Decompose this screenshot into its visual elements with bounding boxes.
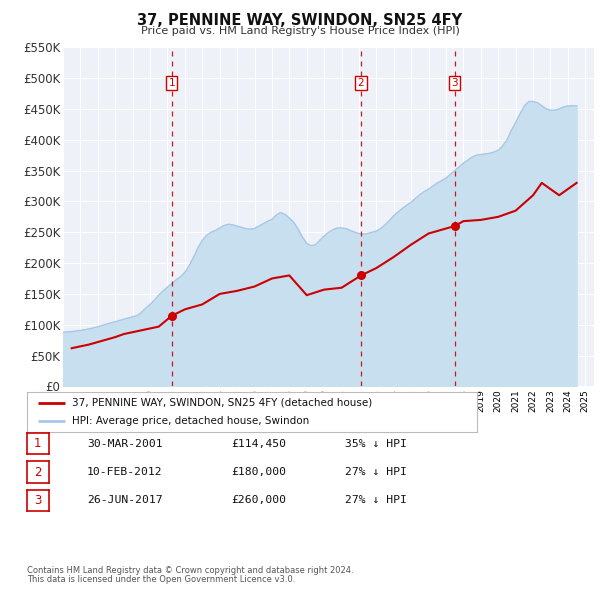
Text: £180,000: £180,000 bbox=[231, 467, 286, 477]
Text: 27% ↓ HPI: 27% ↓ HPI bbox=[345, 467, 407, 477]
Text: £260,000: £260,000 bbox=[231, 496, 286, 505]
Text: 2: 2 bbox=[34, 466, 41, 478]
Text: 1: 1 bbox=[34, 437, 41, 450]
Text: 37, PENNINE WAY, SWINDON, SN25 4FY: 37, PENNINE WAY, SWINDON, SN25 4FY bbox=[137, 13, 463, 28]
Text: This data is licensed under the Open Government Licence v3.0.: This data is licensed under the Open Gov… bbox=[27, 575, 295, 584]
Text: 3: 3 bbox=[451, 78, 458, 88]
Text: HPI: Average price, detached house, Swindon: HPI: Average price, detached house, Swin… bbox=[72, 416, 309, 426]
Text: 10-FEB-2012: 10-FEB-2012 bbox=[87, 467, 163, 477]
Text: £114,450: £114,450 bbox=[231, 439, 286, 448]
Text: 35% ↓ HPI: 35% ↓ HPI bbox=[345, 439, 407, 448]
Text: 26-JUN-2017: 26-JUN-2017 bbox=[87, 496, 163, 505]
Text: 37, PENNINE WAY, SWINDON, SN25 4FY (detached house): 37, PENNINE WAY, SWINDON, SN25 4FY (deta… bbox=[72, 398, 372, 408]
Text: 1: 1 bbox=[169, 78, 175, 88]
Text: Price paid vs. HM Land Registry's House Price Index (HPI): Price paid vs. HM Land Registry's House … bbox=[140, 26, 460, 36]
Text: 3: 3 bbox=[34, 494, 41, 507]
Text: Contains HM Land Registry data © Crown copyright and database right 2024.: Contains HM Land Registry data © Crown c… bbox=[27, 566, 353, 575]
Text: 30-MAR-2001: 30-MAR-2001 bbox=[87, 439, 163, 448]
Text: 2: 2 bbox=[358, 78, 364, 88]
Text: 27% ↓ HPI: 27% ↓ HPI bbox=[345, 496, 407, 505]
